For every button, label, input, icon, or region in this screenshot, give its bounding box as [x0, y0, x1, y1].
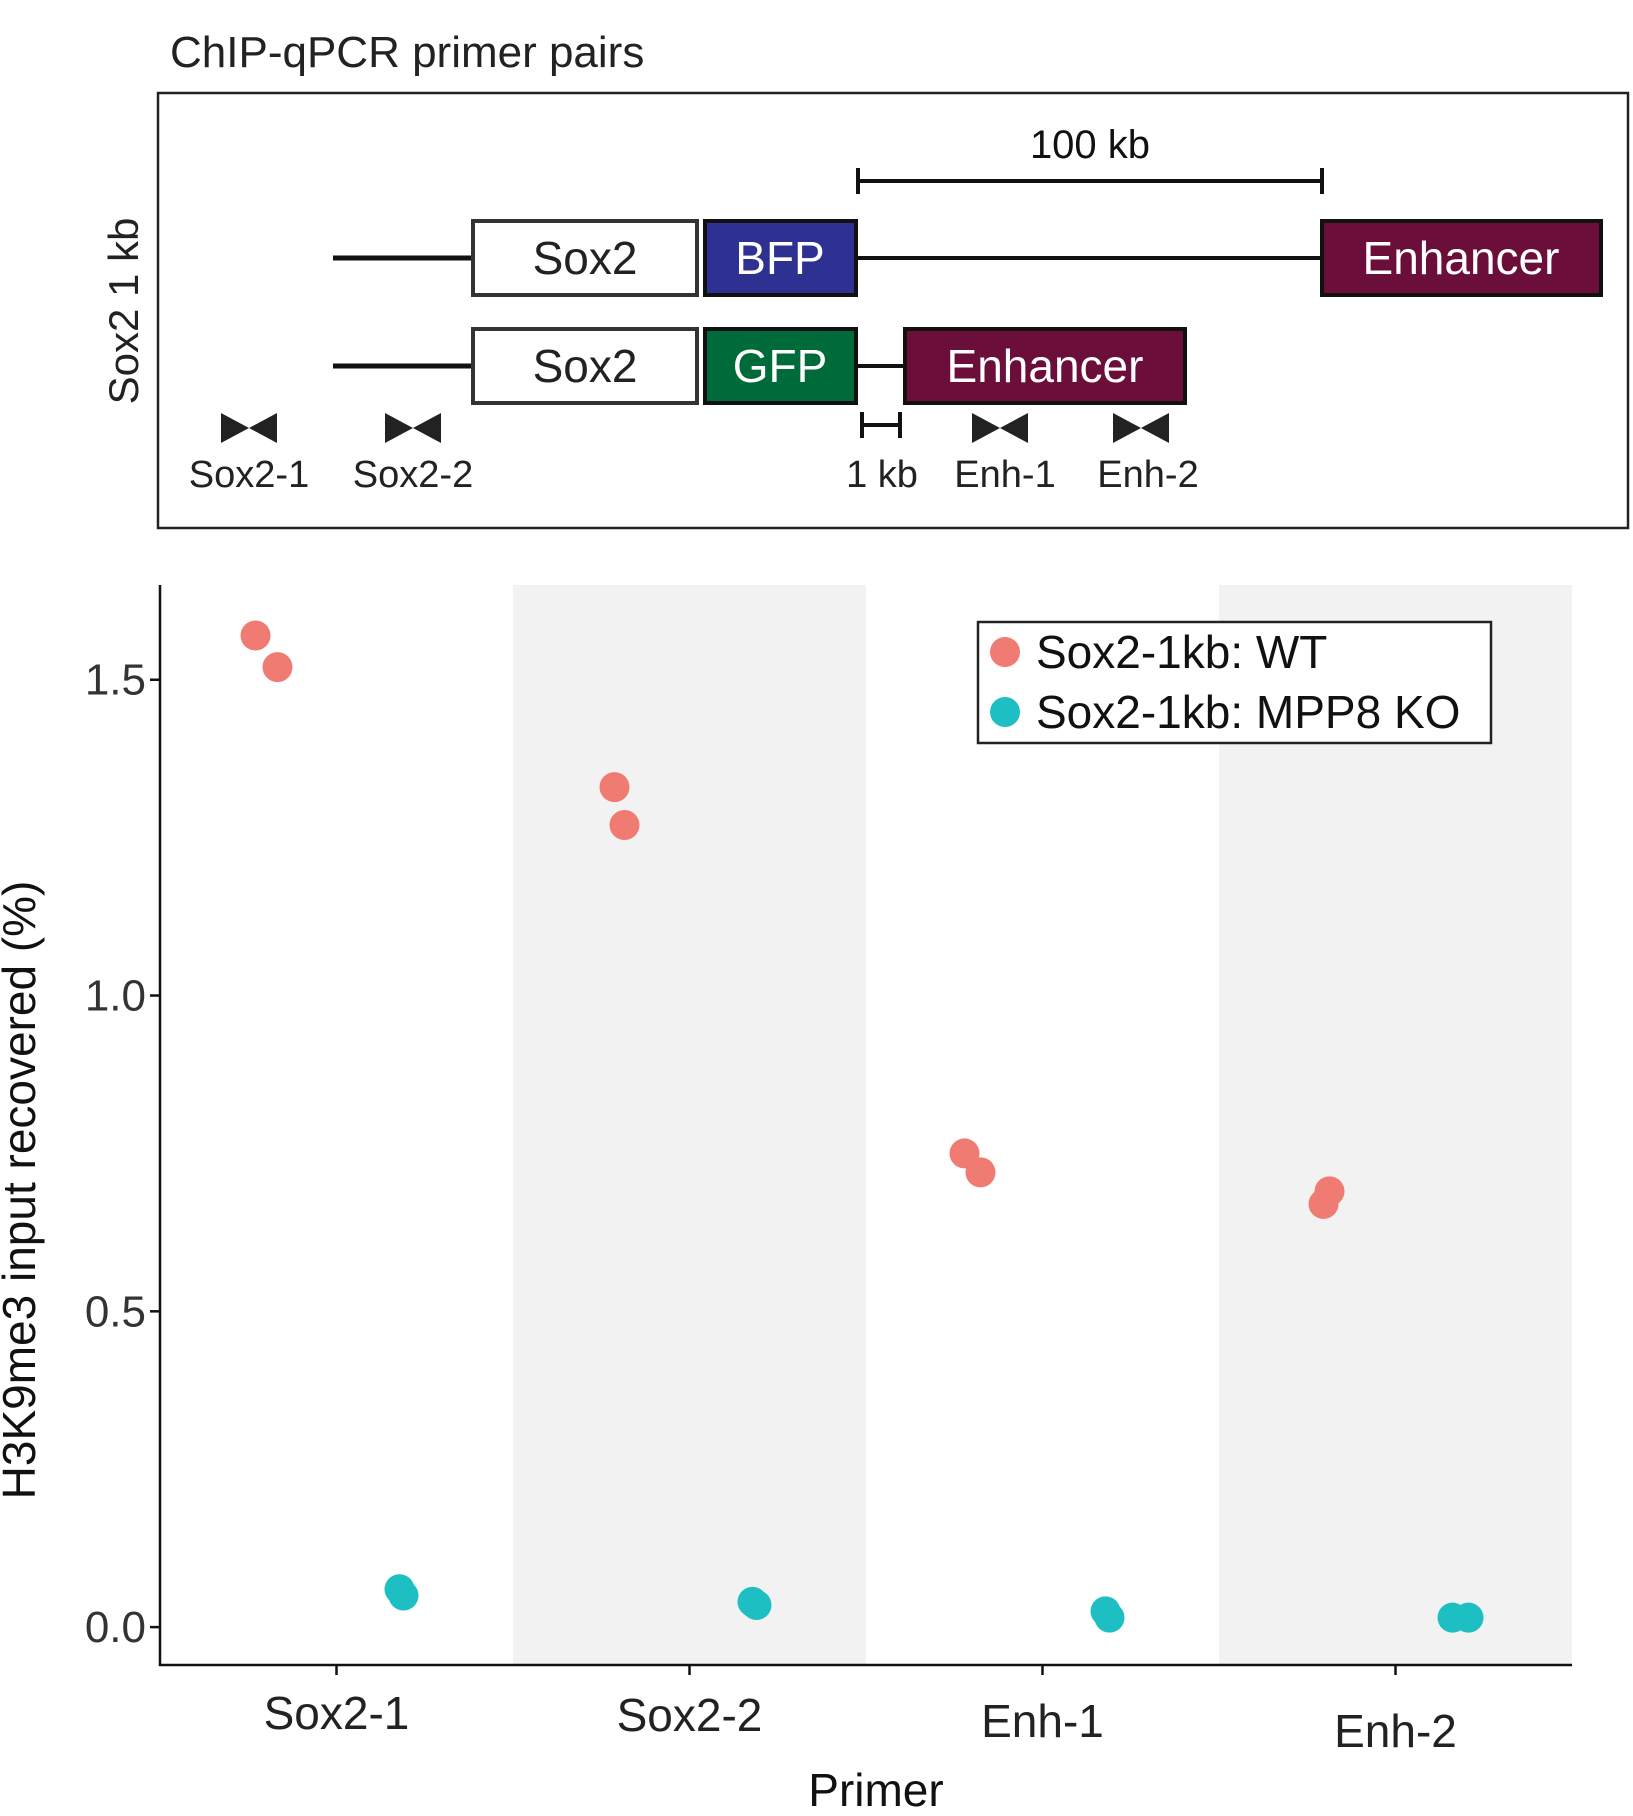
primer-label-enh-1: Enh-1: [954, 454, 1055, 496]
enhancer-box-top: [1320, 219, 1603, 297]
y-axis-label: H3K9me3 input recovered (%): [0, 881, 45, 1500]
enhancer-label-top: Enhancer: [1363, 232, 1560, 284]
primer-marker-sox2-2: Sox2-2: [353, 413, 473, 496]
sox2-box-bottom: [471, 327, 699, 405]
shaded-bands: [513, 585, 1572, 1665]
data-point-wt: [599, 772, 630, 803]
x-tick-label: Enh-2: [1334, 1705, 1457, 1757]
data-point-wt: [240, 620, 271, 651]
scale-bar-100kb: 100 kb: [856, 123, 1324, 194]
y-tick-label: 1.5: [85, 656, 146, 705]
bfp-label: BFP: [735, 232, 824, 284]
data-point-mpp8-ko: [1094, 1602, 1125, 1633]
legend-label: Sox2-1kb: MPP8 KO: [1036, 686, 1460, 738]
scale-1kb-label: 1 kb: [846, 454, 918, 496]
y-tick-label: 1.0: [85, 972, 146, 1021]
primer-marker-enh-1: Enh-1: [954, 413, 1056, 496]
enhancer-label-bottom: Enhancer: [947, 340, 1144, 392]
data-point-mpp8-ko: [741, 1590, 772, 1620]
legend-box: [976, 620, 1493, 745]
x-tick-label: Sox2-1: [264, 1687, 410, 1739]
primer-marker-sox2-1: Sox2-1: [189, 413, 309, 496]
data-point-mpp8-ko: [388, 1580, 419, 1611]
primer-label-sox2-2: Sox2-2: [353, 454, 473, 496]
legend-label: Sox2-1kb: WT: [1036, 626, 1327, 678]
sox2-box-top: [471, 219, 699, 297]
scale-bar-1kb: 1 kb: [846, 412, 918, 496]
data-point-wt: [1308, 1188, 1339, 1219]
sox2-label-top: Sox2: [533, 232, 638, 284]
scatter-chart: 0.0 0.5 1.0 1.5 Sox2-1 Sox2-2 Enh-1 Enh-2 Sox2-…: [0, 585, 1572, 1816]
sox2-label-bottom: Sox2: [533, 340, 638, 392]
enhancer-box-bottom: [903, 327, 1187, 405]
x-axis-label: Primer: [808, 1764, 943, 1816]
primer-marker-enh-2: Enh-2: [1097, 413, 1199, 496]
data-point-mpp8-ko: [1453, 1602, 1484, 1633]
shaded-band-enh-2: [1219, 585, 1572, 1665]
shaded-band-sox2-2: [513, 585, 866, 1665]
gfp-label: GFP: [733, 340, 828, 392]
schematic-side-label: Sox2 1 kb: [100, 218, 147, 405]
legend-swatch: [990, 637, 1020, 667]
schematic-panel: ChIP-qPCR primer pairs Sox2 1 kb 100 kb …: [100, 28, 1630, 530]
x-tick-label: Enh-1: [981, 1695, 1104, 1747]
primer-label-sox2-1: Sox2-1: [189, 454, 309, 496]
primer-label-enh-2: Enh-2: [1097, 454, 1198, 496]
construct-top: Sox2 BFP Enhancer: [333, 219, 1603, 297]
gfp-box: [703, 327, 858, 405]
schematic-title: ChIP-qPCR primer pairs: [170, 28, 644, 77]
data-point-wt: [965, 1157, 996, 1188]
x-tick-label: Sox2-2: [617, 1689, 763, 1741]
bfp-box: [703, 219, 858, 297]
schematic-frame: [156, 91, 1630, 530]
chart-axes: 0.0 0.5 1.0 1.5 Sox2-1 Sox2-2 Enh-1 Enh-2: [85, 585, 1572, 1757]
data-point-wt: [262, 652, 293, 683]
legend-swatch: [990, 697, 1020, 727]
construct-bottom: Sox2 GFP Enhancer: [333, 327, 1187, 405]
data-point-wt: [609, 810, 640, 840]
data-points: [240, 620, 1484, 1633]
y-tick-label: 0.0: [85, 1603, 146, 1652]
y-tick-label: 0.5: [85, 1287, 146, 1336]
legend: Sox2-1kb: WT Sox2-1kb: MPP8 KO: [976, 620, 1493, 745]
scale-100kb-label: 100 kb: [1030, 123, 1150, 167]
